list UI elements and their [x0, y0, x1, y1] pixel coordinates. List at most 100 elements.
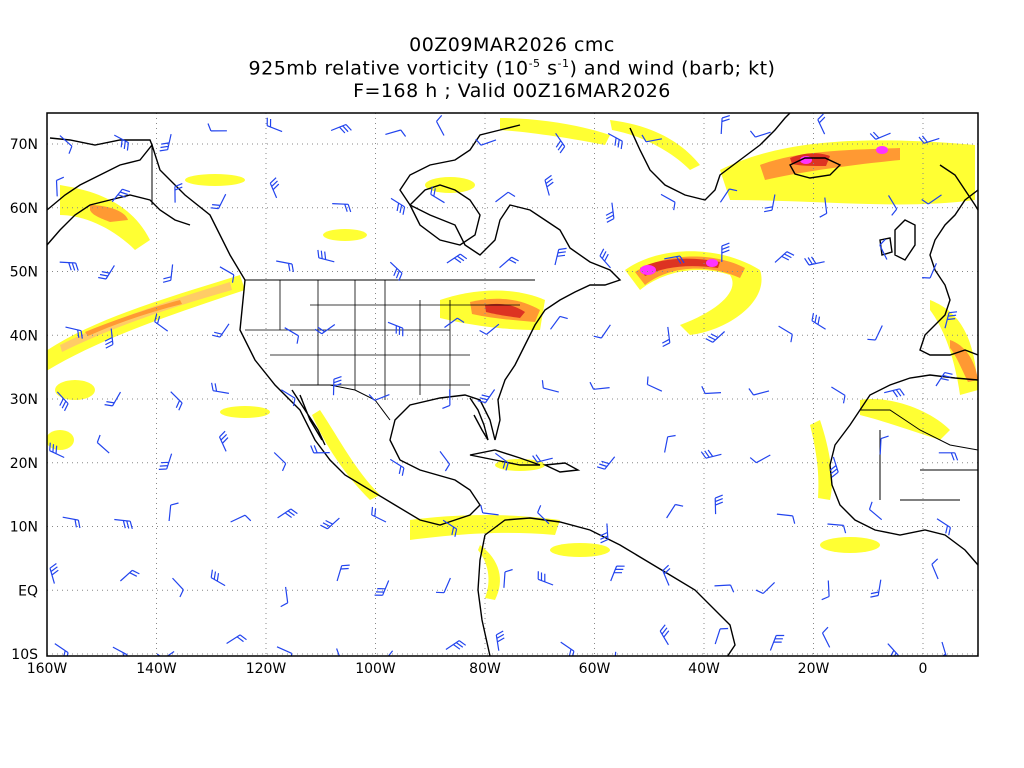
wind-barb: [390, 197, 406, 215]
wind-barb: [817, 113, 826, 135]
wind-barb: [804, 256, 825, 266]
wind-barb: [666, 503, 684, 519]
wind-barb: [495, 452, 509, 471]
wind-barb: [537, 571, 554, 586]
wind-barb: [884, 388, 905, 398]
wind-barb: [763, 194, 776, 213]
wind-barb: [114, 518, 133, 530]
wind-barb: [389, 458, 405, 476]
wind-barb: [162, 264, 174, 283]
wind-barb: [59, 261, 79, 271]
title-part: 925mb relative vorticity (10: [248, 57, 529, 80]
wind-barb: [119, 569, 140, 582]
wind-barb: [172, 577, 184, 598]
wind-barb: [532, 454, 553, 463]
vorticity-patch: [610, 120, 700, 170]
wind-barb: [870, 579, 882, 598]
wind-barb: [541, 380, 559, 393]
coastline-british-isles: [879, 219, 916, 261]
longitude-label: 120W: [246, 661, 287, 677]
wind-barb: [931, 558, 939, 580]
wind-barb: [811, 312, 826, 330]
longitude-label: 40W: [688, 661, 720, 677]
wind-barb: [641, 134, 663, 143]
wind-barb: [662, 326, 671, 348]
wind-barb: [664, 255, 685, 264]
wind-barb: [495, 191, 516, 203]
wind-barb: [98, 265, 115, 280]
wind-barb: [721, 242, 730, 262]
vorticity-band: [60, 282, 232, 352]
wind-barb: [555, 132, 566, 154]
coastline-greenland: [629, 113, 791, 201]
wind-barb: [714, 627, 729, 645]
wind-barb: [430, 186, 445, 204]
wind-barb: [922, 263, 937, 279]
wind-barb: [776, 513, 796, 524]
wind-barb: [114, 134, 129, 151]
wind-barb: [596, 456, 616, 470]
wind-barb: [336, 648, 340, 656]
wind-barb: [159, 133, 172, 152]
title-part: ) and wind (barb; kt): [569, 57, 776, 80]
wind-barb: [821, 580, 830, 601]
wind-barb: [435, 115, 445, 136]
wind-barb: [317, 249, 335, 263]
wind-barb: [831, 386, 846, 404]
longitude-label: 140W: [136, 661, 177, 677]
wind-barb: [158, 453, 173, 470]
wind-barb: [821, 626, 831, 648]
wind-barb: [212, 323, 230, 338]
map-frame: [46, 112, 979, 657]
graticule: [47, 113, 978, 656]
title-part: s: [540, 57, 558, 80]
wind-barb: [944, 311, 958, 329]
latitude-label: 60N: [10, 201, 38, 217]
wind-barb: [829, 456, 839, 478]
vorticity-patch: [720, 140, 975, 205]
wind-barb: [869, 131, 891, 140]
coastline-iceland: [789, 157, 842, 179]
wind-barb: [211, 382, 230, 394]
wind-barb: [748, 388, 770, 396]
wind-barb: [749, 454, 771, 464]
wind-barb: [387, 321, 404, 337]
wind-barb: [778, 325, 793, 343]
latitude-label: 70N: [10, 137, 38, 153]
latitude-label: 30N: [10, 392, 38, 408]
coastline-hispaniola: [542, 462, 581, 473]
wind-barb: [475, 138, 497, 146]
wind-barb: [96, 434, 110, 454]
vorticity-patch: [312, 410, 380, 500]
wind-barb: [646, 376, 663, 392]
wind-barbs: [49, 113, 959, 656]
coastline-cuba: [469, 449, 541, 466]
wind-barb: [769, 634, 785, 651]
wind-barb: [918, 135, 940, 144]
wind-barb: [445, 640, 467, 650]
wind-barb: [610, 565, 625, 582]
coastline-africa: [829, 374, 978, 566]
title-line-2: 925mb relative vorticity (10-5 s-1) and …: [0, 57, 1024, 79]
wind-barb: [276, 646, 293, 656]
wind-barb: [210, 569, 226, 587]
vorticity-patch: [55, 380, 95, 400]
wind-barb: [111, 188, 131, 203]
vorticity-patch: [500, 118, 610, 145]
wind-barb: [827, 523, 847, 534]
wind-barb: [705, 331, 726, 343]
latitude-labels: 70N 60N 50N 40N 30N 20N 10N EQ 10S: [10, 137, 38, 663]
wind-barb: [659, 624, 670, 646]
wind-barb: [867, 325, 883, 341]
longitude-label: 0: [919, 661, 928, 677]
latitude-label: 50N: [10, 265, 38, 281]
wind-barb: [276, 260, 294, 273]
wind-barb: [104, 391, 122, 407]
wind-barb: [700, 449, 722, 459]
wind-barb: [719, 188, 738, 203]
wind-barb: [266, 117, 283, 133]
longitude-label: 100W: [355, 661, 396, 677]
wind-barb: [499, 256, 519, 269]
wind-barb: [112, 646, 128, 656]
wind-barb: [389, 261, 403, 281]
